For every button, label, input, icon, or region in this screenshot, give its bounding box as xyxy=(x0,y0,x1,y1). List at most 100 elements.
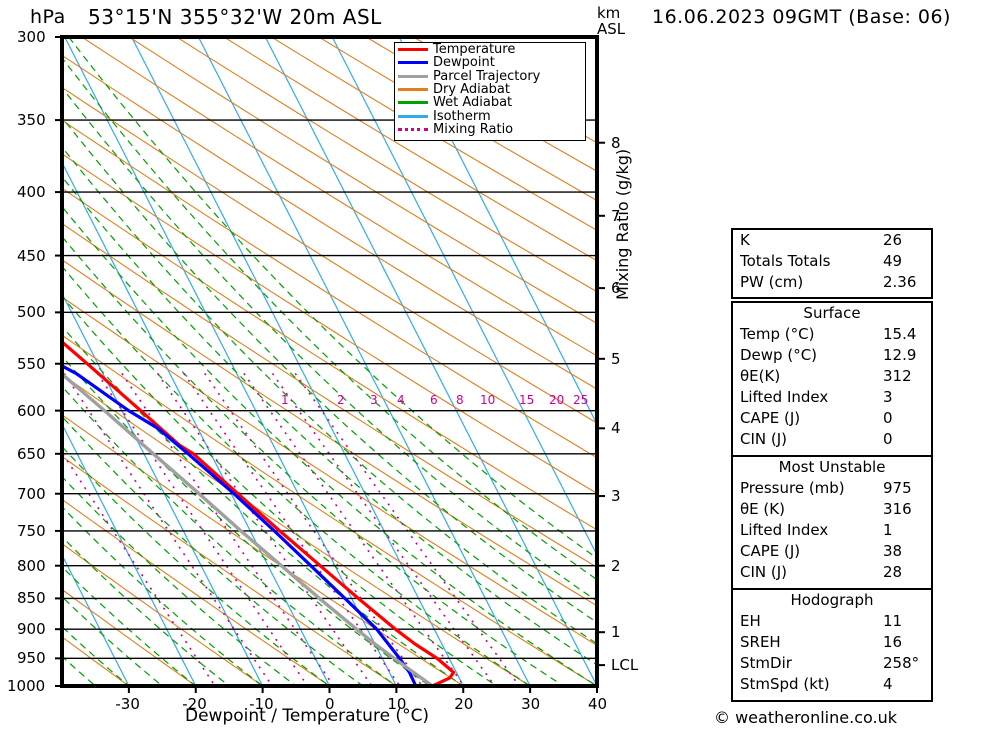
mixing-ratio-label-8: 8 xyxy=(456,393,464,407)
side-panel: 16.06.2023 09GMT (Base: 06) kt 102040 K2… xyxy=(640,0,1000,733)
pressure-tick-650: 650 xyxy=(17,444,46,463)
legend-item-isotherm: Isotherm xyxy=(395,108,585,124)
pressure-tick-900: 900 xyxy=(17,620,46,639)
mixing-ratio-label-25: 25 xyxy=(573,393,589,407)
table-row: StmDir 258° xyxy=(733,653,931,674)
legend-label: Dry Adiabat xyxy=(433,82,510,98)
right-axis-unit-km: km xyxy=(597,4,621,22)
table-row: Lifted Index 3 xyxy=(733,387,931,408)
pressure-tick-950: 950 xyxy=(17,649,46,668)
table-row: EH 11 xyxy=(733,611,931,632)
table-row: CIN (J) 28 xyxy=(733,562,931,583)
row-label: CAPE (J) xyxy=(740,409,801,427)
temperature-tick--30: -30 xyxy=(115,695,140,713)
pressure-tick-550: 550 xyxy=(17,354,46,373)
surface_panel-heading: Surface xyxy=(803,304,861,322)
row-value: 38 xyxy=(883,542,903,560)
page-title: 53°15'N 355°32'W 20m ASL xyxy=(88,5,382,29)
legend-item-parcel-trajectory: Parcel Trajectory xyxy=(395,70,585,83)
table-row: θE(K) 312 xyxy=(733,366,931,387)
right-axis-unit-asl: ASL xyxy=(597,20,626,38)
row-value: 316 xyxy=(883,500,912,518)
datetime-header: 16.06.2023 09GMT (Base: 06) xyxy=(652,6,951,28)
legend-item-wet-adiabat: Wet Adiabat xyxy=(395,96,585,109)
row-value: 15.4 xyxy=(883,325,917,343)
row-value: 49 xyxy=(883,252,903,270)
series-temperature xyxy=(62,339,456,686)
row-label: Totals Totals xyxy=(740,252,831,270)
most-unstable-table: Most Unstable Pressure (mb) 975 θE (K) 316 Li… xyxy=(731,455,933,590)
row-value: 975 xyxy=(883,479,912,497)
hodograph_panel-heading: Hodograph xyxy=(790,591,874,609)
temperature-tick-30: 30 xyxy=(521,695,541,713)
row-label: θE(K) xyxy=(740,367,781,385)
pressure-tick-300: 300 xyxy=(17,28,46,46)
legend-item-mixing-ratio: Mixing Ratio xyxy=(395,123,585,136)
pressure-tick-1000: 1000 xyxy=(7,677,46,695)
legend-label: Dewpoint xyxy=(433,55,495,71)
row-value: 2.36 xyxy=(883,273,917,291)
row-label: Lifted Index xyxy=(740,388,829,406)
row-value: 28 xyxy=(883,563,903,581)
temperature-tick-0: 0 xyxy=(325,695,335,713)
row-label: EH xyxy=(740,612,761,630)
pressure-tick-600: 600 xyxy=(17,401,46,420)
credit-footer: © weatheronline.co.uk xyxy=(714,708,897,727)
altitude-tick-6: 6 xyxy=(611,279,621,298)
table-row: CIN (J) 0 xyxy=(733,429,931,450)
mixing-ratio-label-10: 10 xyxy=(480,393,496,407)
temperature-tick-40: 40 xyxy=(588,695,608,713)
row-value: 3 xyxy=(883,388,893,406)
temperature-tick-20: 20 xyxy=(454,695,474,713)
row-label: Temp (°C) xyxy=(740,325,815,343)
altitude-tick-8: 8 xyxy=(611,133,621,152)
mixing-ratio-label-3: 3 xyxy=(370,393,378,407)
table-row: K 26 xyxy=(733,230,931,251)
row-label: CAPE (J) xyxy=(740,542,801,560)
row-label: K xyxy=(740,231,750,249)
mixing-ratio-label-20: 20 xyxy=(549,393,565,407)
altitude-tick-7: 7 xyxy=(611,206,621,225)
pressure-tick-450: 450 xyxy=(17,246,46,265)
row-label: SREH xyxy=(740,633,781,651)
row-value: 258° xyxy=(883,654,920,672)
row-value: 312 xyxy=(883,367,912,385)
row-label: StmSpd (kt) xyxy=(740,675,830,693)
left-axis-unit: hPa xyxy=(30,6,66,28)
most_unstable_panel-heading: Most Unstable xyxy=(778,458,886,476)
table-row: CAPE (J) 0 xyxy=(733,408,931,429)
mixing-ratio-label-1: 1 xyxy=(281,393,289,407)
indices-table: K 26 Totals Totals 49 PW (cm) 2.36 xyxy=(731,228,933,299)
pressure-tick-800: 800 xyxy=(17,556,46,575)
table-row: Lifted Index 1 xyxy=(733,520,931,541)
row-label: CIN (J) xyxy=(740,430,788,448)
altitude-tick-5: 5 xyxy=(611,349,621,368)
legend-item-dewpoint: Dewpoint xyxy=(395,56,585,69)
temperature-tick--20: -20 xyxy=(182,695,207,713)
legend-label: Mixing Ratio xyxy=(433,121,514,137)
y-axis-title-mixing-ratio: Mixing Ratio (g/kg) xyxy=(613,148,632,300)
legend-item-temperature: Temperature xyxy=(395,43,585,56)
row-label: Dewp (°C) xyxy=(740,346,818,364)
surface-table: Surface Temp (°C) 15.4 Dewp (°C) 12.9 θE(K) 31… xyxy=(731,301,933,457)
x-axis-title: Dewpoint / Temperature (°C) xyxy=(185,706,430,726)
table-row: Dewp (°C) 12.9 xyxy=(733,345,931,366)
pressure-tick-500: 500 xyxy=(17,303,46,322)
skewt-plot-area xyxy=(55,35,605,693)
row-label: CIN (J) xyxy=(740,563,788,581)
legend-label: Isotherm xyxy=(433,108,491,124)
altitude-tick-3: 3 xyxy=(611,487,621,506)
pressure-tick-350: 350 xyxy=(17,111,46,130)
row-value: 11 xyxy=(883,612,903,630)
mixing-ratio-label-4: 4 xyxy=(397,393,405,407)
row-value: 26 xyxy=(883,231,903,249)
row-label: θE (K) xyxy=(740,500,785,518)
series-dewpoint xyxy=(62,364,418,686)
legend: Temperature Dewpoint Parcel Trajectory Dry … xyxy=(394,42,586,141)
row-value: 1 xyxy=(883,521,893,539)
row-value: 0 xyxy=(883,430,893,448)
table-row: Temp (°C) 15.4 xyxy=(733,324,931,345)
table-row: θE (K) 316 xyxy=(733,499,931,520)
legend-label: Parcel Trajectory xyxy=(433,68,541,84)
series-parcel-trajectory xyxy=(62,371,434,686)
